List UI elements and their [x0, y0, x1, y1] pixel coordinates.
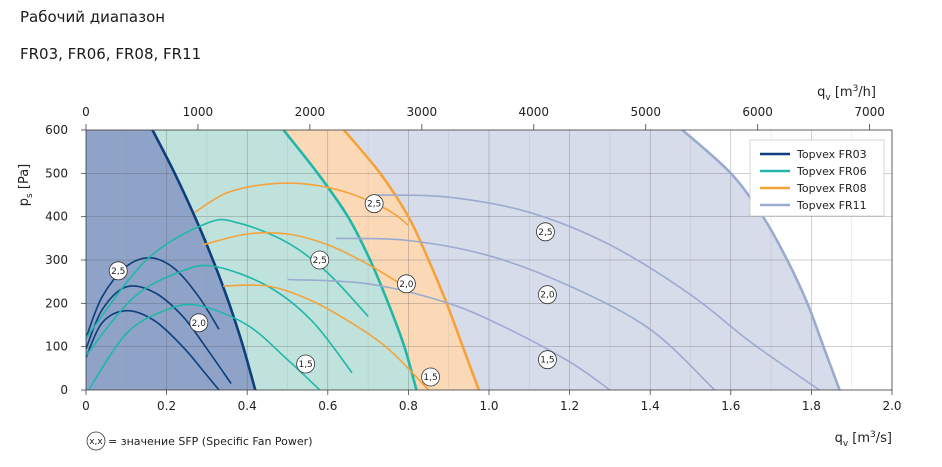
sfp-label-text: 1,5: [423, 373, 437, 383]
y-tick-label: 200: [45, 296, 68, 310]
sfp-label-circle: [296, 354, 316, 374]
sfp-label-circle: [364, 194, 384, 214]
sfp-label-text: 2,0: [192, 319, 207, 329]
sfp-curve-topvex-fr03-0: [86, 256, 220, 339]
boundary-topvex-fr11: [681, 130, 841, 390]
sfp-curve-topvex-fr11-0: [376, 194, 820, 390]
sfp-label-text: 2,0: [540, 291, 555, 301]
y-tick-label: 100: [45, 340, 68, 354]
sfp-label: 1,5: [421, 367, 440, 387]
sfp-label-circle: [421, 367, 440, 387]
x-tick-label: 0.6: [318, 399, 337, 413]
sfp-curve-topvex-fr03-2: [86, 309, 220, 390]
y-tick-label: 600: [45, 123, 68, 137]
sfp-label: 2,0: [396, 274, 416, 294]
sfp-curve-topvex-fr08-0: [194, 182, 409, 226]
legend-entry: Topvex FR11: [796, 199, 867, 212]
sfp-label: 2,0: [189, 313, 209, 333]
boundary-topvex-fr03: [151, 130, 257, 390]
sfp-footnote: x,x = значение SFP (Specific Fan Power): [86, 431, 312, 451]
sfp-curve-topvex-fr06-2: [87, 303, 321, 390]
footnote-symbol: x,x: [89, 437, 103, 447]
sfp-label-circle: [538, 350, 557, 370]
boundary-topvex-fr08: [342, 130, 481, 390]
sfp-curve-topvex-fr06-0: [86, 218, 369, 339]
legend-entry: Topvex FR06: [796, 165, 867, 178]
sfp-label-circle: [108, 261, 128, 281]
x-tick-label: 1.4: [641, 399, 660, 413]
legend-entry: Topvex FR08: [796, 182, 867, 195]
sfp-label-text: 1,5: [298, 360, 312, 370]
x-tick-label: 0.4: [238, 399, 257, 413]
sfp-label: 1,5: [538, 350, 557, 370]
x-tick-label: 1.2: [560, 399, 579, 413]
x2-tick-label: 3000: [407, 105, 438, 119]
x-tick-label: 0: [82, 399, 90, 413]
sfp-curve-topvex-fr08-2: [222, 284, 430, 390]
sfp-label-text: 2,5: [111, 267, 125, 277]
x2-tick-label: 7000: [854, 105, 885, 119]
y-tick-label: 300: [45, 253, 68, 267]
sfp-label-text: 1,5: [540, 356, 554, 366]
x-tick-label: 0.2: [157, 399, 176, 413]
sfp-label: 2,5: [310, 250, 330, 270]
footnote-text: = значение SFP (Specific Fan Power): [108, 435, 312, 448]
legend-entry: Topvex FR03: [796, 148, 867, 161]
sfp-label: 1,5: [296, 354, 316, 374]
sfp-label-circle: [310, 250, 330, 270]
sfp-label: 2,5: [536, 222, 555, 242]
footnote-symbol-circle: [86, 431, 106, 451]
page-title: Рабочий диапазон: [20, 8, 166, 26]
sfp-label-circle: [538, 285, 557, 305]
x2-tick-label: 2000: [295, 105, 326, 119]
x2-tick-label: 0: [82, 105, 90, 119]
x-tick-label: 1.0: [479, 399, 498, 413]
x-axis-label: qv [m3/s]: [835, 430, 892, 449]
sfp-curve-topvex-fr06-1: [86, 264, 353, 374]
sfp-label-circle: [536, 222, 555, 242]
y-tick-label: 400: [45, 210, 68, 224]
page-subtitle: FR03, FR06, FR08, FR11: [20, 45, 202, 63]
sfp-label: 2,5: [364, 194, 384, 214]
x2-tick-label: 5000: [630, 105, 661, 119]
x-tick-label: 1.8: [802, 399, 821, 413]
x2-tick-label: 1000: [183, 105, 214, 119]
legend-box: [749, 139, 885, 217]
sfp-label-circle: [396, 274, 416, 294]
sfp-label-circle: [189, 313, 209, 333]
x2-tick-label: 6000: [742, 105, 773, 119]
boundary-topvex-fr06: [282, 130, 418, 390]
legend: Topvex FR03 Topvex FR06 Topvex FR08 Topvex …: [749, 139, 885, 217]
sfp-label-text: 2,5: [538, 228, 552, 238]
sfp-curve-topvex-fr11-2: [287, 278, 611, 390]
x2-axis-label: qv [m3/h]: [817, 84, 876, 103]
y-tick-label: 0: [60, 383, 68, 397]
sfp-label: 2,0: [538, 285, 557, 305]
sfp-label-text: 2,0: [399, 280, 414, 290]
x-tick-label: 1.6: [721, 399, 740, 413]
y-axis-label: ps [Pa]: [17, 164, 35, 206]
x2-tick-label: 4000: [519, 105, 550, 119]
y-tick-label: 500: [45, 166, 68, 180]
x-tick-label: 0.8: [399, 399, 418, 413]
sfp-label: 2,5: [108, 261, 128, 281]
sfp-curve-topvex-fr08-1: [202, 231, 401, 285]
sfp-curve-topvex-fr03-1: [86, 285, 232, 384]
sfp-label-text: 2,5: [313, 256, 327, 266]
sfp-label-text: 2,5: [367, 200, 381, 210]
sfp-curve-topvex-fr11-1: [335, 237, 716, 390]
x-tick-label: 2.0: [882, 399, 901, 413]
